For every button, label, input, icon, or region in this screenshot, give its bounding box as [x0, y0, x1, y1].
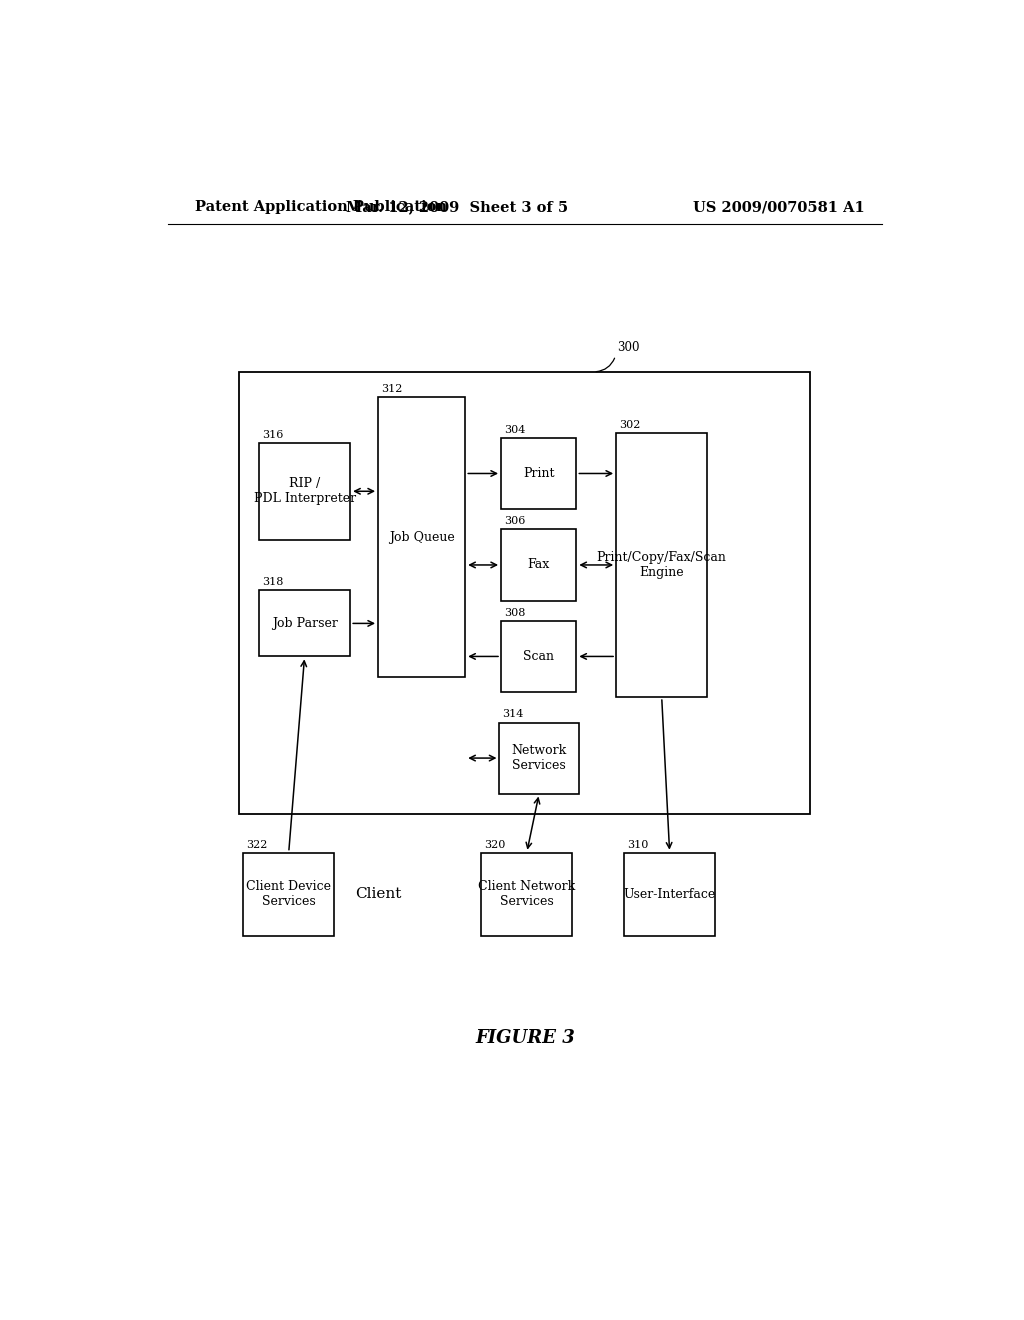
Text: Client Network
Services: Client Network Services [478, 880, 575, 908]
Text: 318: 318 [262, 577, 284, 587]
Text: 302: 302 [620, 420, 641, 430]
Bar [501, 529, 577, 601]
Text: Client: Client [354, 887, 401, 902]
Text: Mar. 12, 2009  Sheet 3 of 5: Mar. 12, 2009 Sheet 3 of 5 [346, 201, 568, 214]
Bar [616, 433, 708, 697]
Text: Client Device
Services: Client Device Services [246, 880, 331, 908]
Bar [501, 438, 577, 510]
Text: Network
Services: Network Services [511, 744, 566, 772]
Text: Patent Application Publication: Patent Application Publication [196, 201, 447, 214]
Text: 320: 320 [484, 840, 506, 850]
Text: Print: Print [523, 467, 554, 480]
Bar [240, 372, 811, 814]
Text: Print/Copy/Fax/Scan
Engine: Print/Copy/Fax/Scan Engine [597, 550, 727, 579]
Bar [259, 444, 350, 540]
Text: Job Queue: Job Queue [389, 531, 455, 544]
Bar [378, 397, 465, 677]
Text: Scan: Scan [523, 649, 554, 663]
Text: 316: 316 [262, 430, 284, 440]
Text: User-Interface: User-Interface [624, 888, 716, 900]
Bar [501, 620, 577, 692]
Text: FIGURE 3: FIGURE 3 [475, 1028, 574, 1047]
Bar [481, 853, 572, 936]
Text: 312: 312 [381, 384, 402, 395]
Text: 308: 308 [504, 607, 525, 618]
Bar [624, 853, 715, 936]
Text: RIP /
PDL Interpreter: RIP / PDL Interpreter [254, 478, 355, 506]
Bar [259, 590, 350, 656]
Bar [500, 722, 579, 793]
Text: 322: 322 [246, 840, 267, 850]
Text: 300: 300 [617, 341, 640, 354]
Text: 310: 310 [627, 840, 648, 850]
Text: Job Parser: Job Parser [271, 616, 338, 630]
Text: US 2009/0070581 A1: US 2009/0070581 A1 [693, 201, 864, 214]
Text: 314: 314 [503, 709, 524, 719]
Text: 304: 304 [504, 425, 525, 434]
Text: 306: 306 [504, 516, 525, 527]
Bar [243, 853, 334, 936]
Text: Fax: Fax [527, 558, 550, 572]
